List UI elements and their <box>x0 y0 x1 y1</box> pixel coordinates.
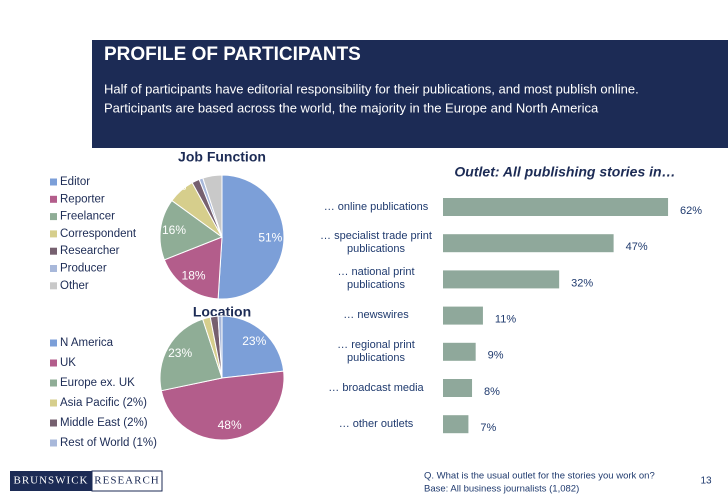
legend-label: Producer <box>60 263 107 275</box>
bar <box>443 415 469 434</box>
legend-label: N America <box>60 337 114 349</box>
bar <box>443 306 483 325</box>
bar <box>443 198 669 216</box>
pie-slice <box>159 318 223 392</box>
data-label: 5% <box>203 163 221 177</box>
data-label: 18% <box>182 268 206 282</box>
data-label: 11% <box>495 314 516 326</box>
legend-swatch <box>50 265 57 272</box>
category-label: … national print publications <box>337 266 415 292</box>
category-label: … other outlets <box>338 417 414 430</box>
data-label: 48% <box>218 418 242 432</box>
data-label: 2% <box>185 169 203 183</box>
pie-slice <box>160 370 285 441</box>
legend-label: Europe ex. UK <box>60 377 135 389</box>
legend-swatch <box>50 339 57 347</box>
data-label: 51% <box>258 231 282 245</box>
legend-swatch <box>50 230 57 238</box>
data-label: 9% <box>488 350 504 362</box>
chart-title: Outlet: All publishing stories in… <box>454 164 675 180</box>
logo-box <box>10 471 92 491</box>
legend-swatch <box>50 439 57 447</box>
data-label: 8% <box>484 386 500 398</box>
subtitle: Half of participants have editorial resp… <box>104 81 639 96</box>
chart-title: Location <box>193 304 251 320</box>
legend-label: Correspondent <box>60 228 137 240</box>
data-label: 7% <box>169 179 187 193</box>
legend-label: UK <box>60 357 76 369</box>
data-label: 32% <box>571 277 593 289</box>
category-label: … specialist trade print publications <box>320 230 432 256</box>
pie-slice <box>217 315 223 379</box>
bar <box>443 379 473 397</box>
category-label: … broadcast media <box>328 381 424 394</box>
data-label: 7% <box>480 422 496 434</box>
legend-swatch <box>50 282 57 290</box>
legend-label: Researcher <box>60 245 120 257</box>
page-number: 13 <box>700 476 712 487</box>
data-label: 47% <box>626 241 648 253</box>
legend-swatch <box>50 419 57 427</box>
legend-swatch <box>50 213 57 221</box>
footnote: Q. What is the usual outlet for the stor… <box>424 471 655 482</box>
slide-title: PROFILE OF PARTICIPANTS <box>104 44 361 65</box>
data-label: 23% <box>168 346 192 360</box>
legend-swatch <box>50 178 57 186</box>
pie-slice <box>217 174 285 300</box>
logo-text: BRUNSWICK <box>13 475 88 487</box>
legend-swatch <box>50 247 57 255</box>
logo-text: RESEARCH <box>94 475 159 487</box>
legend-swatch <box>50 195 57 203</box>
pie-slice <box>159 199 224 261</box>
bar <box>443 270 560 289</box>
data-label: 23% <box>242 334 266 348</box>
header-band <box>92 40 728 148</box>
bar <box>443 342 476 361</box>
legend-swatch <box>50 399 57 407</box>
data-label: 62% <box>680 205 702 217</box>
bar <box>443 234 614 253</box>
category-label: … online publications <box>323 200 429 213</box>
category-label: … regional print publications <box>337 338 415 364</box>
legend-label: Editor <box>60 176 90 188</box>
legend-label: Freelancer <box>60 211 115 223</box>
logo-box <box>91 470 163 492</box>
pie-slice <box>163 236 223 300</box>
legend-label: Asia Pacific (2%) <box>60 397 147 409</box>
footnote: Base: All business journalists (1,082) <box>424 484 579 495</box>
legend-label: Middle East (2%) <box>60 417 148 429</box>
legend-label: Other <box>60 280 89 292</box>
legend-swatch <box>50 359 57 367</box>
legend-swatch <box>50 379 57 387</box>
legend-label: Rest of World (1%) <box>60 437 157 449</box>
pie-slice <box>221 315 285 379</box>
data-label: 16% <box>162 223 186 237</box>
pie-slice <box>202 174 223 238</box>
legend-label: Reporter <box>60 193 105 205</box>
subtitle: Participants are based across the world,… <box>104 100 599 115</box>
category-label: … newswires <box>343 309 409 322</box>
chart-title: Job Function <box>178 149 266 165</box>
